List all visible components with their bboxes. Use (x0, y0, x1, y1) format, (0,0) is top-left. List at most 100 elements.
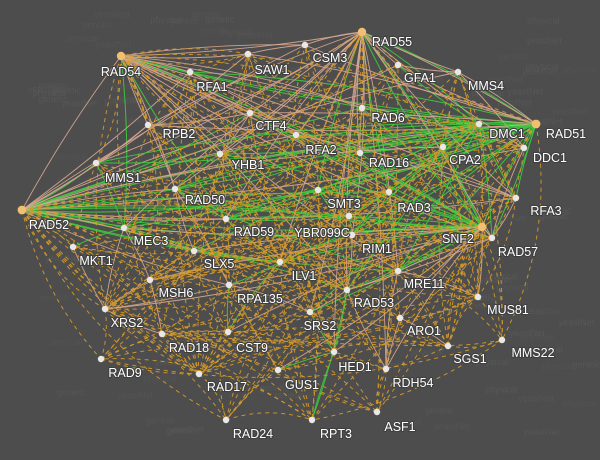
graph-node-label-rad3: RAD3 (397, 201, 430, 215)
graph-node-label-ddc1: DDC1 (533, 151, 567, 165)
graph-node-rpt3[interactable] (308, 416, 316, 424)
graph-node-mre11[interactable] (394, 267, 402, 275)
edge-physical (174, 188, 195, 252)
graph-node-rad3[interactable] (385, 188, 393, 196)
graph-node-rfa1[interactable] (186, 68, 194, 76)
edge-yeastnet (100, 53, 249, 360)
edge-genetic (174, 188, 483, 228)
graph-node-label-rad6: RAD6 (371, 111, 404, 125)
graph-node-label-yhb1: YHB1 (232, 158, 265, 172)
edge-yeastnet (304, 44, 479, 298)
edge-physical (399, 317, 449, 347)
graph-node-rad51[interactable] (531, 119, 541, 129)
graph-node-rad57[interactable] (488, 234, 496, 242)
graph-node-rad24[interactable] (222, 416, 230, 424)
graph-node-ilv1[interactable] (276, 258, 284, 266)
graph-node-rad54[interactable] (116, 51, 126, 61)
watermark-label: physical (150, 15, 183, 25)
graph-node-mus81[interactable] (474, 293, 482, 301)
edge-genetic (351, 225, 483, 236)
edge-yeastnet (198, 53, 253, 375)
edge-yeastnet (95, 162, 401, 319)
graph-node-mkt1[interactable] (69, 243, 77, 251)
graph-node-rpa135[interactable] (225, 281, 233, 289)
graph-node-rad6[interactable] (358, 104, 366, 112)
graph-node-snf2[interactable] (477, 222, 487, 232)
graph-node-rad55[interactable] (357, 27, 367, 37)
graph-node-sgs1[interactable] (444, 342, 452, 350)
graph-node-ybr099c[interactable] (345, 212, 353, 220)
edge-physical (361, 31, 537, 125)
graph-node-yhb1[interactable] (216, 150, 224, 158)
edge-yeastnet (295, 134, 361, 154)
edge-yeastnet (295, 134, 479, 298)
graph-node-hed1[interactable] (330, 348, 338, 356)
graph-node-cst9[interactable] (224, 328, 232, 336)
graph-node-rad53[interactable] (343, 286, 351, 294)
node-layer[interactable] (17, 27, 541, 424)
watermark-label: genetic (481, 136, 511, 146)
graph-node-rfa2[interactable] (292, 131, 300, 139)
graph-node-mec3[interactable] (120, 224, 128, 232)
edge-yeastnet (21, 209, 151, 281)
edge-physical (147, 124, 176, 190)
graph-node-rpb2[interactable] (144, 121, 152, 129)
graph-node-xrs2[interactable] (101, 305, 109, 313)
graph-node-aro1[interactable] (396, 314, 404, 322)
graph-node-rad52[interactable] (17, 205, 27, 215)
graph-node-rad16[interactable] (356, 149, 364, 157)
edge-yeastnet (346, 234, 353, 291)
watermark-label: yeastNet (508, 87, 544, 97)
graph-node-srs2[interactable] (306, 308, 314, 316)
graph-node-saw1[interactable] (244, 50, 252, 58)
graph-node-mms1[interactable] (92, 159, 100, 167)
graph-node-ctf4[interactable] (246, 109, 254, 117)
watermark-label: physical (526, 62, 559, 72)
edge-physical (304, 31, 363, 46)
graph-node-label-slx5: SLX5 (204, 257, 235, 271)
watermark-label: yeastNet (340, 133, 376, 143)
edge-genetic (348, 123, 480, 217)
graph-node-smt3[interactable] (314, 186, 322, 194)
edge-yeastnet (123, 227, 279, 371)
edge-yeastnet (174, 188, 483, 228)
graph-node-gfa1[interactable] (394, 61, 402, 69)
edge-physical (120, 55, 517, 199)
graph-node-asf1[interactable] (373, 408, 381, 416)
watermark-label: genetic (213, 301, 243, 311)
edge-yeastnet (477, 296, 503, 341)
graph-node-ddc1[interactable] (520, 144, 528, 152)
graph-node-gus1[interactable] (274, 366, 282, 374)
graph-node-csm3[interactable] (301, 41, 309, 49)
watermark-label: physical (411, 347, 444, 357)
graph-node-label-ctf4: CTF4 (255, 119, 286, 133)
graph-node-msh6[interactable] (146, 276, 154, 284)
edge-genetic (193, 123, 537, 252)
edge-yeastnet (457, 71, 484, 228)
graph-node-cpa2[interactable] (439, 143, 447, 151)
graph-node-label-rpt3: RPT3 (320, 427, 352, 441)
edge-yeastnet (442, 146, 479, 298)
graph-node-mms4[interactable] (454, 68, 462, 76)
graph-node-dmc1[interactable] (475, 120, 483, 128)
graph-node-rad17[interactable] (195, 370, 203, 378)
graph-node-rad18[interactable] (158, 330, 166, 338)
graph-node-rad9[interactable] (97, 355, 105, 363)
edge-yeastnet (161, 250, 195, 335)
edge-genetic (478, 123, 517, 199)
graph-node-rad59[interactable] (222, 215, 230, 223)
graph-node-rad50[interactable] (171, 185, 179, 193)
graph-node-mms22[interactable] (498, 336, 506, 344)
edge-yeastnet (249, 112, 361, 154)
edge-yeastnet (225, 197, 517, 421)
edge-yeastnet (317, 189, 449, 347)
graph-node-slx5[interactable] (190, 247, 198, 255)
graph-node-rim1[interactable] (348, 231, 356, 239)
edge-yeastnet (21, 209, 378, 413)
graph-node-rfa3[interactable] (512, 194, 520, 202)
graph-node-label-rad59: RAD59 (234, 225, 274, 239)
graph-node-rdh54[interactable] (382, 365, 390, 373)
edge-yeastnet (123, 227, 401, 319)
